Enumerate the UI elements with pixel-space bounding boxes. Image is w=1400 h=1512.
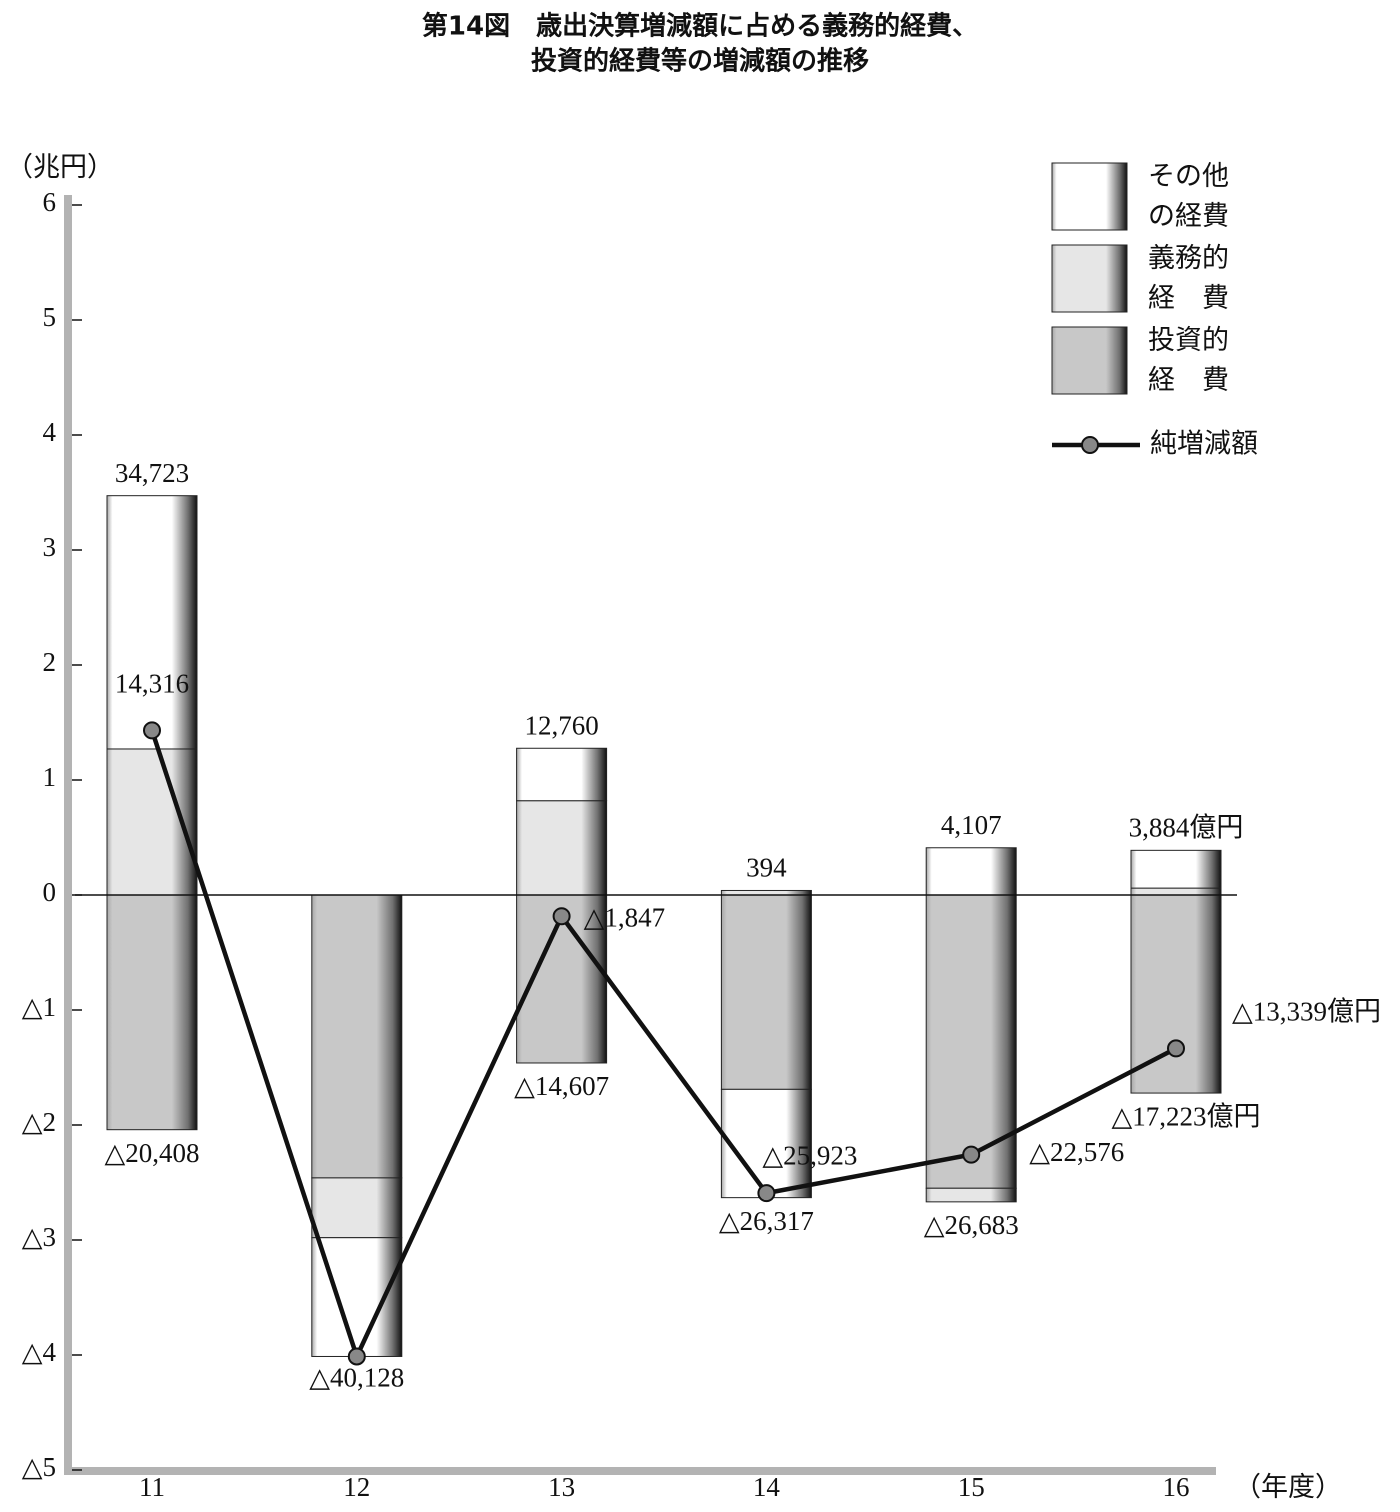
net-line — [149, 729, 1178, 1363]
total-label: 34,723 — [115, 458, 189, 488]
net-point — [757, 1184, 776, 1203]
total-label: 394 — [746, 853, 787, 883]
legend-swatch — [1051, 162, 1128, 231]
bar-segment — [516, 747, 608, 802]
y-tick-label: 6 — [43, 187, 57, 217]
y-axis — [64, 195, 72, 1475]
net-point — [347, 1347, 366, 1366]
total-label: △26,317 — [719, 1206, 814, 1236]
y-tick-label: △3 — [22, 1222, 56, 1252]
legend-label: その他の経費 — [1148, 161, 1229, 232]
x-tick-label: 14 — [753, 1472, 781, 1502]
bar-segment — [311, 1177, 403, 1239]
x-axis — [64, 1467, 1216, 1475]
total-label: 3,884億円 — [1129, 813, 1244, 843]
legend-label: 投資的経 費 — [1148, 325, 1229, 396]
chart-title: 投資的経費等の増減額の推移 — [531, 46, 869, 77]
bar-segment — [106, 495, 198, 750]
bar-segment — [720, 894, 812, 1090]
legend-swatch — [1051, 244, 1128, 313]
total-label: △20,408 — [104, 1138, 199, 1168]
legend-point — [1081, 436, 1099, 454]
y-tick-label: △2 — [22, 1107, 56, 1137]
y-axis-label: （兆円） — [6, 152, 114, 182]
y-tick-label: 1 — [43, 762, 57, 792]
bar-segment — [925, 1187, 1017, 1203]
x-axis-label: （年度） — [1234, 1472, 1342, 1502]
bar-segment — [1130, 887, 1222, 896]
x-tick-label: 12 — [343, 1472, 370, 1502]
net-point — [552, 907, 571, 926]
y-tick-label: △4 — [22, 1337, 57, 1367]
net-label: △40,128 — [309, 1363, 404, 1393]
y-tick-label: △1 — [22, 992, 56, 1022]
y-tick-label: 0 — [43, 877, 57, 907]
bar-segment — [1130, 849, 1222, 889]
net-label: △22,576 — [1029, 1137, 1124, 1167]
total-label: △14,607 — [514, 1071, 609, 1101]
legend-label: 純増減額 — [1150, 429, 1258, 460]
x-tick-label: 13 — [548, 1472, 575, 1502]
total-label: △17,223億円 — [1111, 1101, 1260, 1131]
bar-segment — [311, 894, 403, 1179]
total-label: 4,107 — [941, 810, 1002, 840]
net-label: △25,923 — [762, 1140, 857, 1170]
chart-title: 第14図 歳出決算増減額に占める義務的経費、 — [422, 11, 978, 42]
total-label: 12,760 — [524, 710, 598, 740]
legend-swatch — [1051, 326, 1128, 395]
net-label: △1,847 — [584, 902, 666, 932]
y-tick-label: △5 — [22, 1452, 56, 1482]
bar-segment — [925, 847, 1017, 896]
net-label: 14,316 — [115, 669, 189, 699]
x-tick-label: 15 — [958, 1472, 985, 1502]
legend-label: 義務的経 費 — [1148, 243, 1229, 314]
bar-segment — [925, 894, 1017, 1189]
bar-segment — [106, 894, 198, 1131]
net-point — [962, 1145, 981, 1164]
y-tick-label: 5 — [43, 302, 57, 332]
x-tick-label: 11 — [139, 1472, 165, 1502]
x-tick-label: 16 — [1163, 1472, 1190, 1502]
bar-segment — [720, 1088, 812, 1199]
net-label: △13,339億円 — [1232, 997, 1381, 1027]
total-label: △26,683 — [924, 1210, 1019, 1240]
net-point — [143, 721, 161, 740]
y-tick-label: 2 — [43, 647, 57, 677]
bar-segment — [516, 800, 608, 896]
y-tick-label: 3 — [43, 532, 57, 562]
y-tick-label: 4 — [43, 417, 57, 447]
net-point — [1167, 1039, 1185, 1058]
